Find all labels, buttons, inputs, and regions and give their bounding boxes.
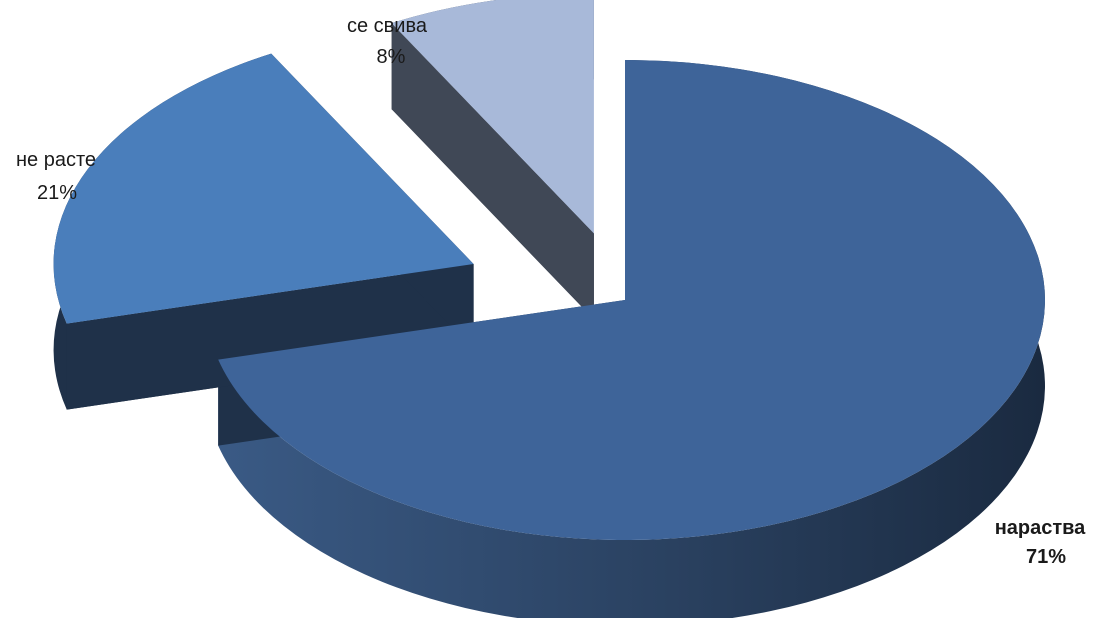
pie-slice-се-свива [391,0,594,234]
slice-label-ne-raste: не расте [16,149,96,171]
pie-slice-не-расте [53,53,474,324]
slice-percent-narastva: 71% [1026,546,1066,568]
pie-labels: се свива 8% не расте 21% нараства 71% [16,15,1086,568]
pie-top-faces [53,0,1045,540]
slice-percent-ne-raste: 21% [37,182,77,204]
pie-cut-се-свива-a [391,23,594,320]
slice-label-se-sviva: се свива [347,15,428,37]
pie-cut-не-расте-a [66,263,474,410]
pie-slice-нараства [218,60,1045,540]
slice-label-narastva: нараства [995,517,1086,539]
slice-percent-se-sviva: 8% [377,46,406,68]
